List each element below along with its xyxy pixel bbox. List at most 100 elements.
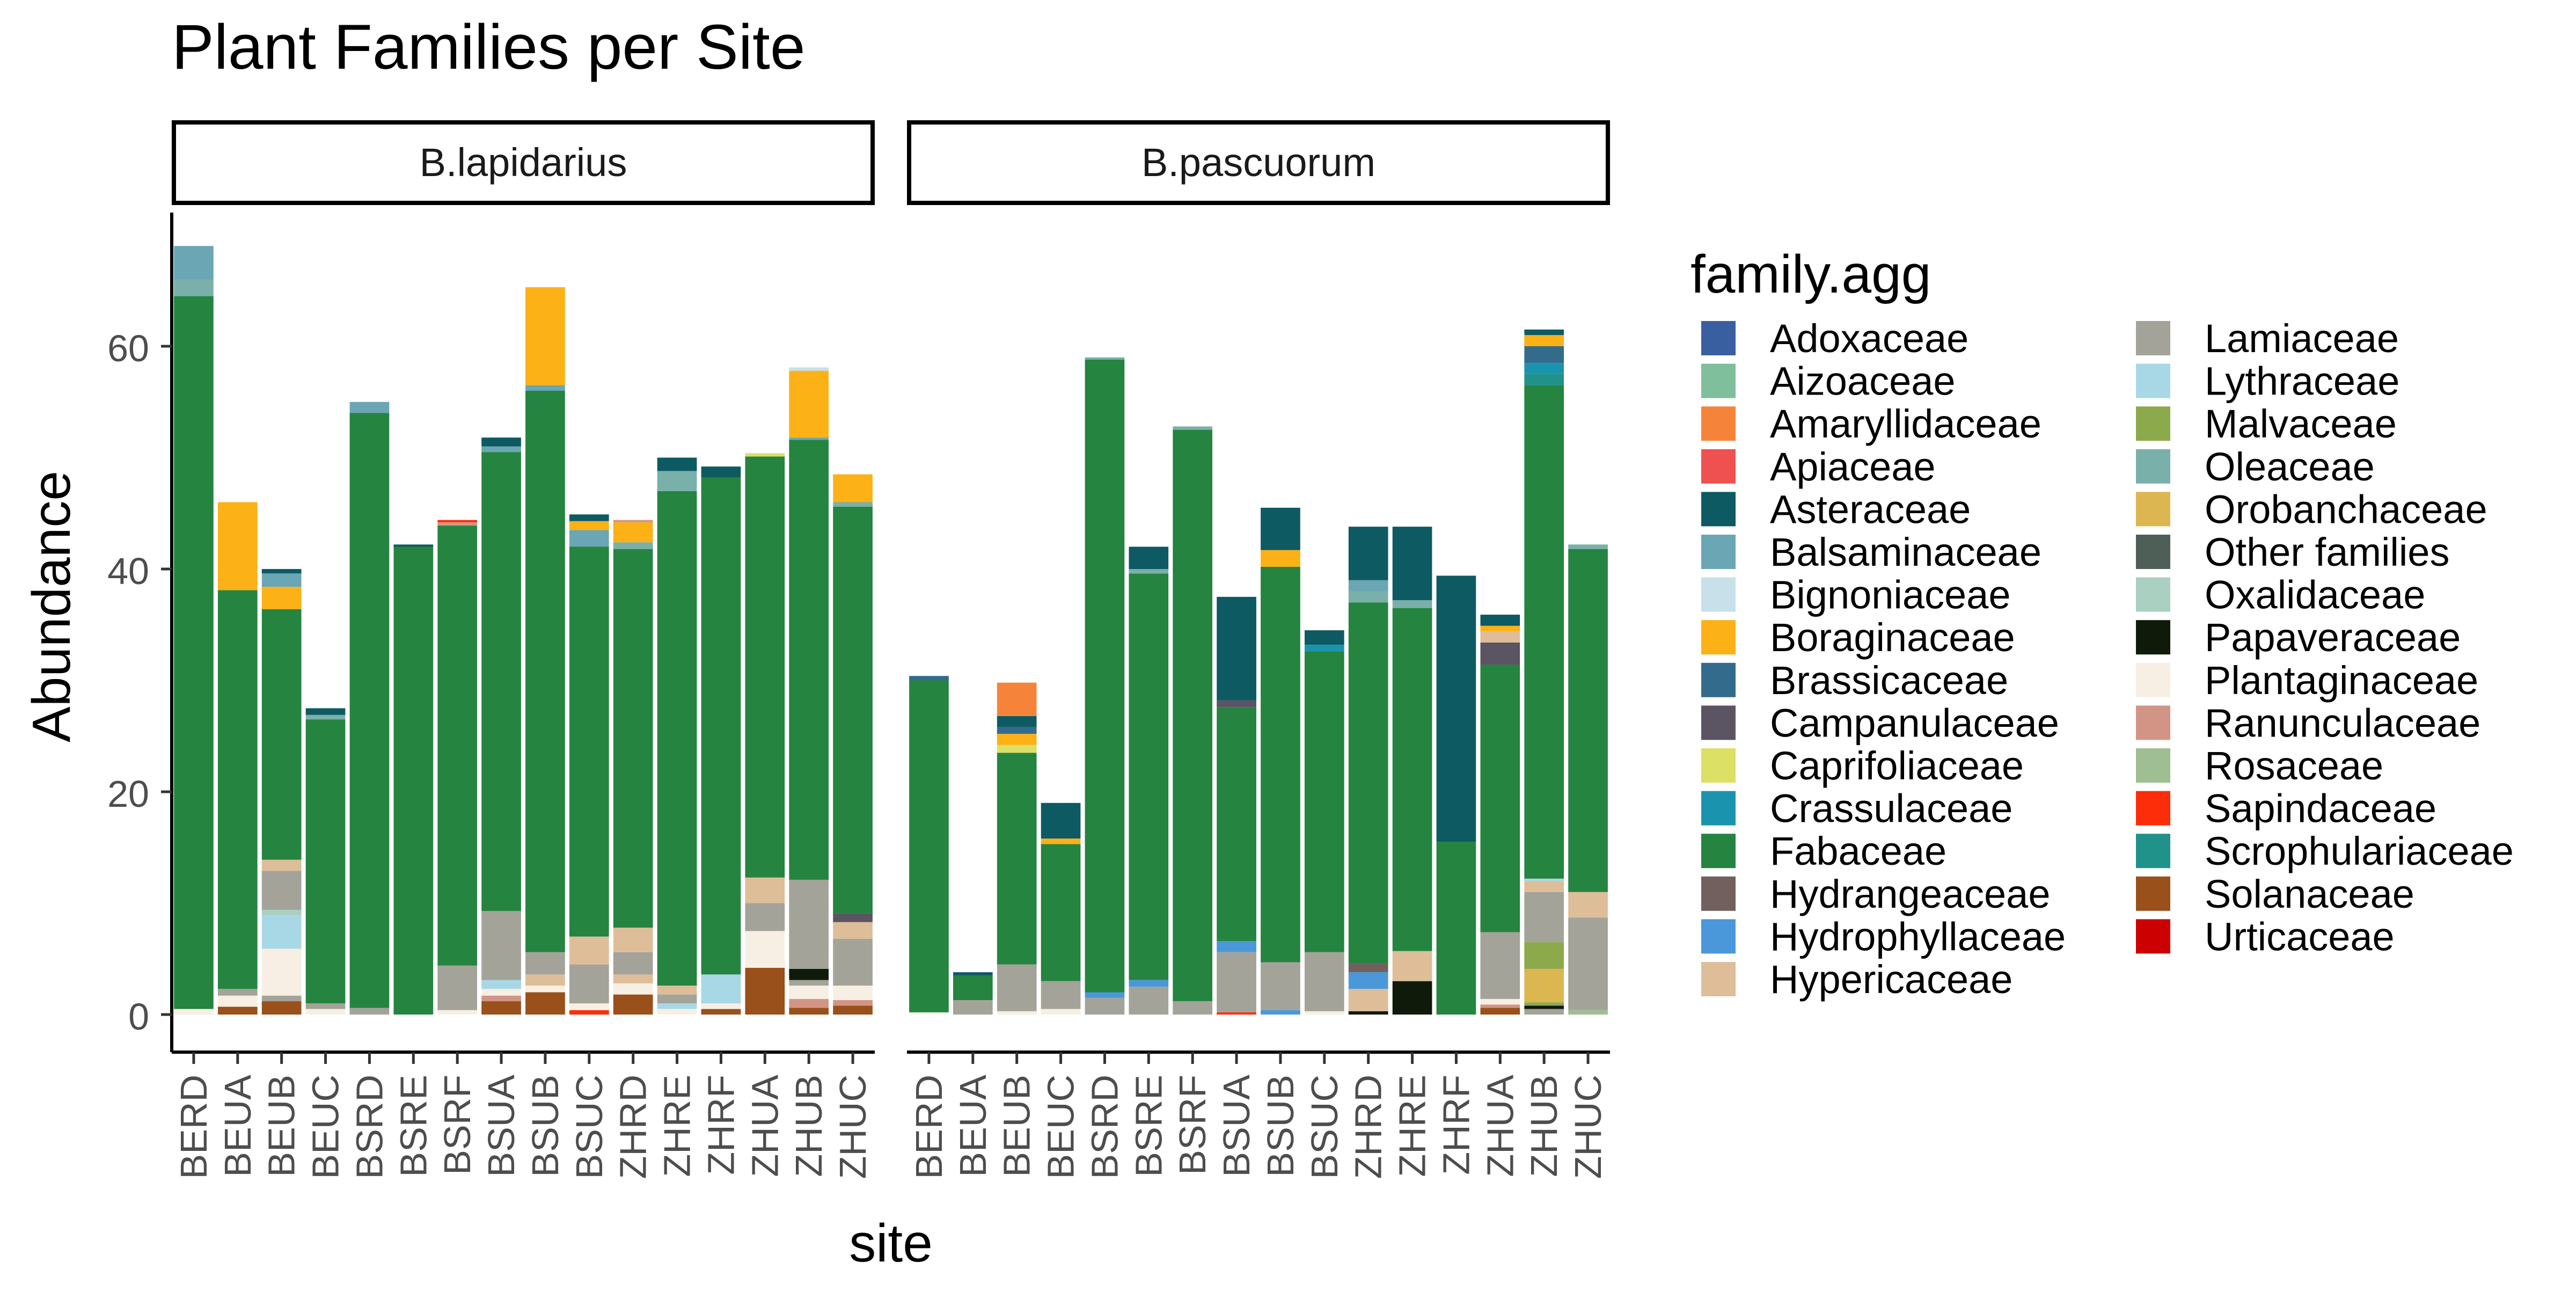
bar-segment-lamiaceae	[1129, 987, 1169, 1015]
bar-segment-campanulaceae	[1217, 700, 1256, 708]
legend-item-hydrophyllaceae: Hydrophyllaceae	[1701, 914, 2066, 959]
bar-segment-lamiaceae	[1524, 892, 1564, 943]
bar-b-lapidarius-beua	[217, 502, 258, 1015]
x-tick-label: BSUB	[524, 1075, 566, 1177]
bar-segment-plantaginaceae	[657, 1009, 697, 1015]
bar-segment-lamiaceae	[953, 1000, 993, 1015]
facet-strip	[907, 120, 1610, 205]
bar-segment-malvaceae	[1524, 1002, 1564, 1006]
legend-label: Boraginaceae	[1770, 615, 2015, 660]
bar-segment-fabaceae	[1129, 573, 1169, 980]
bar-segment-plantaginaceae	[909, 1012, 949, 1015]
bar-segment-asteraceae	[1304, 630, 1344, 645]
bar-b-lapidarius-zhrf	[701, 466, 741, 1015]
bar-segment-lamiaceae	[305, 1003, 346, 1009]
bar-segment-ranunculaceae	[613, 520, 653, 522]
bar-segment-hydrophyllaceae	[1261, 1010, 1300, 1015]
bar-segment-solanaceae	[833, 1005, 873, 1015]
bar-segment-solanaceae	[789, 1008, 829, 1015]
bar-segment-bignoniaceae	[789, 367, 829, 371]
bar-b-pascuorum-beub	[997, 682, 1037, 1015]
bar-segment-hydrangeaceae	[1348, 963, 1388, 973]
bar-segment-hypericaceae	[1348, 989, 1388, 1011]
bar-segment-hypericaceae	[261, 859, 302, 871]
bar-segment-oleaceae	[657, 471, 697, 491]
bar-segment-lamiaceae	[613, 952, 653, 975]
bar-segment-solanaceae	[701, 1009, 741, 1015]
legend-item-boraginaceae: Boraginaceae	[1701, 615, 2015, 660]
bar-segment-lamiaceae	[657, 994, 697, 1004]
legend-label: Sapindaceae	[2205, 786, 2436, 831]
bar-segment-fabaceae	[217, 590, 258, 989]
bar-segment-hypericaceae	[1568, 892, 1608, 918]
bar-segment-fabaceae	[1085, 359, 1125, 993]
bar-segment-fabaceae	[997, 753, 1037, 965]
legend-swatch	[2136, 535, 2170, 569]
legend-item-other-families: Other families	[2136, 530, 2449, 574]
bar-segment-plantaginaceae	[613, 983, 653, 995]
legend-label: Oleaceae	[2205, 444, 2375, 489]
bar-segment-fabaceae	[261, 609, 302, 860]
bar-segment-asteraceae	[305, 708, 346, 715]
bar-segment-asteraceae	[393, 544, 434, 547]
bar-segment-boraginaceae	[525, 287, 565, 385]
facet-strip	[172, 120, 875, 205]
legend-item-caprifoliaceae: Caprifoliaceae	[1701, 743, 2024, 788]
legend-item-solanaceae: Solanaceae	[2136, 872, 2414, 916]
bar-segment-asteraceae	[1392, 527, 1432, 601]
legend-label: Fabaceae	[1770, 829, 1946, 873]
bar-segment-papaveraceae	[1392, 981, 1432, 1015]
bar-segment-hypericaceae	[1480, 631, 1520, 643]
x-tick-label: ZHUB	[788, 1075, 830, 1177]
x-tick-label: BSUA	[480, 1075, 522, 1177]
bar-segment-solanaceae	[217, 1006, 258, 1015]
y-tick-label: 40	[107, 550, 149, 592]
bar-segment-balsaminaceae	[349, 402, 390, 413]
x-tick-label: BEUA	[952, 1075, 994, 1177]
bar-segment-boraginaceae	[789, 370, 829, 438]
bar-segment-fabaceae	[349, 413, 390, 1008]
bar-segment-boraginaceae	[569, 521, 609, 530]
bar-segment-papaveraceae	[1524, 1005, 1564, 1009]
legend-label: Brassicaceae	[1770, 658, 2008, 703]
bar-segment-lythraceae	[261, 915, 302, 949]
bar-segment-campanulaceae	[1480, 642, 1520, 665]
bar-segment-fabaceae	[1348, 602, 1388, 964]
legend-label: Adoxaceae	[1770, 316, 1968, 361]
bar-segment-fabaceae	[1041, 844, 1081, 981]
x-tick-label: ZHRF	[700, 1075, 742, 1175]
bar-segment-ranunculaceae	[1480, 1004, 1520, 1008]
bar-b-lapidarius-bsua	[481, 437, 521, 1015]
legend-label: Ranunculaceae	[2205, 701, 2480, 745]
bar-segment-asteraceae	[701, 466, 741, 478]
bar-segment-plantaginaceae	[1480, 998, 1520, 1005]
legend-swatch	[2136, 876, 2170, 911]
bar-b-pascuorum-zhub	[1524, 329, 1564, 1015]
bar-segment-lythraceae	[657, 1003, 697, 1009]
bar-segment-plantaginaceae	[437, 1010, 478, 1015]
bar-segment-hypericaceae	[613, 974, 653, 983]
bar-segment-lamiaceae	[789, 879, 829, 969]
legend-label: Crassulaceae	[1770, 786, 2012, 831]
legend-swatch	[1701, 363, 1736, 398]
bar-segment-lamiaceae	[1568, 917, 1608, 1010]
bar-segment-oleaceae	[1348, 591, 1388, 603]
bar-segment-plantaginaceae	[789, 986, 829, 999]
bar-segment-boraginaceae	[997, 734, 1037, 745]
bar-segment-sapindaceae	[569, 1010, 609, 1015]
bar-segment-fabaceae	[789, 440, 829, 880]
bar-segment-lamiaceae	[261, 995, 302, 1002]
bar-segment-lamiaceae	[1480, 932, 1520, 999]
x-tick-label: ZHUA	[744, 1075, 786, 1177]
x-tick-label: BEUA	[217, 1075, 259, 1177]
legend-swatch	[1701, 919, 1736, 954]
bar-segment-asteraceae	[569, 514, 609, 521]
legend-swatch	[2136, 791, 2170, 826]
bar-segment-asteraceae	[1480, 615, 1520, 626]
bar-segment-hydrophyllaceae	[1217, 941, 1256, 952]
legend-item-rosaceae: Rosaceae	[2136, 743, 2383, 788]
bar-segment-asteraceae	[1129, 546, 1169, 569]
facet-strip-label: B.lapidarius	[420, 140, 627, 185]
bar-segment-plantaginaceae	[261, 949, 302, 996]
bar-b-lapidarius-zhub	[789, 367, 829, 1015]
